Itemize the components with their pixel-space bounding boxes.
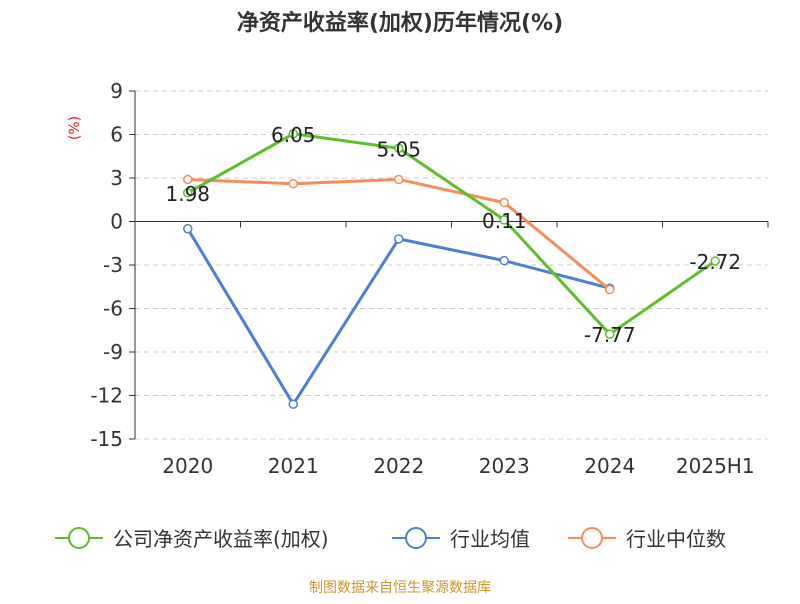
x-tick-label: 2022 bbox=[373, 454, 424, 478]
series-line bbox=[186, 227, 611, 406]
source-note: 制图数据来自恒生聚源数据库 bbox=[309, 580, 491, 596]
grid-layer bbox=[135, 90, 768, 440]
y-tick-label: -6 bbox=[103, 297, 123, 321]
legend: 公司净资产收益率(加权) 行业均值 行业中位数 bbox=[55, 527, 726, 551]
x-tick-label: 2021 bbox=[268, 454, 319, 478]
legend-marker bbox=[581, 527, 603, 549]
y-axis-label: (%) bbox=[67, 116, 83, 140]
x-tick-label: 2020 bbox=[162, 454, 213, 478]
y-tick-label: 6 bbox=[110, 123, 123, 147]
y-tick-label: 0 bbox=[110, 210, 123, 234]
series-2 bbox=[183, 174, 615, 295]
series-line bbox=[187, 132, 717, 336]
data-point bbox=[710, 256, 720, 266]
data-point bbox=[288, 129, 298, 139]
data-point bbox=[605, 284, 615, 295]
series-layer bbox=[183, 129, 720, 409]
legend-label: 公司净资产收益率(加权) bbox=[113, 527, 329, 551]
data-point bbox=[499, 215, 509, 225]
axis-layer: 9 6 3 0 -3 -6 -9 -12 -15 2020 2021 2022 2023 2024 2025… bbox=[90, 79, 769, 478]
legend-item: 公司净资产收益率(加权) bbox=[55, 527, 329, 551]
data-point bbox=[499, 197, 509, 208]
data-point bbox=[605, 329, 615, 339]
y-tick-label: 3 bbox=[110, 166, 123, 190]
data-label: -7.77 bbox=[584, 323, 636, 347]
data-point bbox=[499, 255, 509, 266]
data-label-layer: 1.98 6.05 5.05 0.11 -7.77 -2.72 bbox=[165, 123, 741, 347]
data-label: 5.05 bbox=[376, 137, 421, 161]
legend-label: 行业均值 bbox=[450, 527, 530, 551]
legend-label: 行业中位数 bbox=[626, 527, 726, 551]
legend-marker bbox=[68, 527, 90, 549]
data-point bbox=[288, 179, 298, 189]
data-label: 0.11 bbox=[482, 209, 527, 233]
data-label: -2.72 bbox=[689, 250, 741, 274]
y-tick-label: -9 bbox=[103, 340, 123, 364]
y-tick-label: 9 bbox=[110, 79, 123, 103]
y-tick-label: -15 bbox=[90, 427, 123, 451]
x-tick-label: 2023 bbox=[479, 454, 530, 478]
y-tick-label: -12 bbox=[90, 384, 123, 408]
data-point bbox=[288, 399, 298, 409]
chart-title: 净资产收益率(加权)历年情况(%) bbox=[237, 10, 563, 36]
legend-item: 行业中位数 bbox=[568, 527, 726, 551]
data-label: 1.98 bbox=[165, 182, 210, 206]
x-tick-label: 2025H1 bbox=[676, 454, 755, 478]
data-point bbox=[183, 188, 193, 198]
y-tick-label: -3 bbox=[103, 253, 123, 277]
data-point bbox=[394, 143, 404, 154]
series-0 bbox=[183, 129, 720, 339]
series-1 bbox=[183, 224, 615, 409]
x-tick-label: 2024 bbox=[584, 454, 635, 478]
data-label: 6.05 bbox=[271, 123, 316, 147]
data-point bbox=[394, 234, 404, 244]
data-point bbox=[394, 174, 404, 185]
data-point bbox=[183, 174, 193, 185]
data-point bbox=[183, 224, 193, 234]
legend-marker bbox=[405, 527, 427, 549]
legend-item: 行业均值 bbox=[392, 527, 530, 551]
